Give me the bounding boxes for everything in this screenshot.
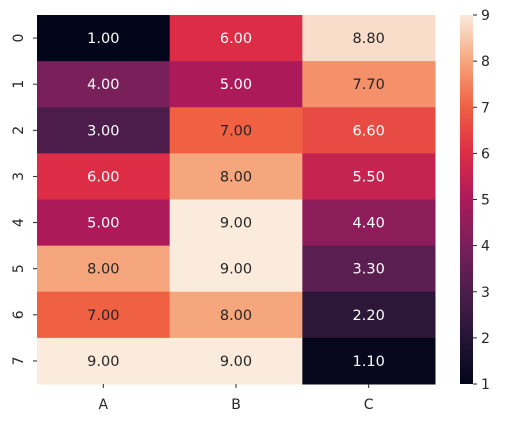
colorbar-gradient [460, 15, 473, 384]
heatmap-cell-label: 8.80 [353, 31, 385, 47]
heatmap-cell-label: 7.00 [87, 308, 119, 324]
x-tick-label: A [99, 397, 109, 413]
heatmap-cell-label: 1.00 [87, 31, 119, 47]
y-tick-label: 4 [11, 218, 27, 227]
heatmap-cell-label: 9.00 [220, 216, 252, 232]
colorbar-tick-label: 4 [481, 239, 490, 255]
colorbar-tick-label: 9 [481, 8, 490, 24]
heatmap-cell-label: 5.00 [220, 77, 252, 93]
y-tick-label: 3 [11, 172, 27, 181]
heatmap-cell-r6-C [302, 291, 436, 339]
heatmap-cell-r6-B [169, 291, 303, 339]
y-tick-label: 1 [11, 80, 27, 89]
heatmap-cell-r5-C [302, 245, 436, 293]
y-tick-label: 7 [11, 356, 27, 365]
heatmap-cell-r0-C [302, 15, 436, 62]
heatmap-cell-r2-B [169, 107, 303, 154]
heatmap-cell-label: 6.00 [220, 31, 252, 47]
colorbar-tick-label: 2 [481, 331, 490, 347]
colorbar-tick-label: 5 [481, 193, 490, 209]
colorbar-tick-label: 1 [481, 377, 490, 393]
heatmap-cell-label: 2.20 [353, 308, 385, 324]
heatmap-cell-r0-B [169, 15, 303, 62]
heatmap-cell-r5-A [37, 245, 171, 293]
x-axis: A B C [99, 384, 374, 413]
colorbar-tick-label: 8 [481, 54, 490, 70]
heatmap-cell-label: 3.30 [353, 262, 385, 278]
heatmap-cell-r7-B [169, 337, 303, 385]
y-tick-label: 6 [11, 310, 27, 319]
colorbar-tick-label: 6 [481, 146, 490, 162]
colorbar: 1 2 3 4 5 6 7 8 9 [460, 8, 490, 393]
heatmap-cell-label: 9.00 [220, 262, 252, 278]
heatmap-cell-r3-A [37, 153, 171, 200]
heatmap-cell-label: 5.00 [87, 216, 119, 232]
heatmap-cell-label: 9.00 [87, 354, 119, 370]
heatmap-cell-label: 6.00 [87, 169, 119, 185]
y-tick-label: 5 [11, 264, 27, 273]
heatmap-cell-r5-B [169, 245, 303, 293]
x-tick-label: C [364, 397, 374, 413]
heatmap-cells: 1.00 6.00 8.80 4.00 5.00 7.70 3.00 7.00 6.60 6.00… [37, 15, 436, 385]
colorbar-tick-label: 7 [481, 100, 490, 116]
heatmap-cell-label: 5.50 [353, 169, 385, 185]
heatmap-cell-r1-B [169, 61, 303, 108]
heatmap-cell-r3-C [302, 153, 436, 200]
heatmap-cell-label: 1.10 [353, 354, 385, 370]
heatmap-cell-label: 6.60 [353, 123, 385, 139]
colorbar-tick-label: 3 [481, 285, 490, 301]
heatmap-cell-label: 8.00 [220, 169, 252, 185]
y-tick-label: 2 [11, 126, 27, 135]
x-tick-label: B [231, 397, 241, 413]
heatmap-cell-label: 8.00 [220, 308, 252, 324]
heatmap-cell-r3-B [169, 153, 303, 200]
heatmap-cell-label: 4.00 [87, 77, 119, 93]
heatmap-cell-r4-A [37, 199, 171, 247]
heatmap-cell-label: 9.00 [220, 354, 252, 370]
y-axis: 0 1 2 3 4 5 6 7 [11, 34, 37, 365]
heatmap-cell-label: 4.40 [353, 216, 385, 232]
heatmap-cell-r1-C [302, 61, 436, 108]
heatmap-cell-label: 7.70 [353, 77, 385, 93]
heatmap-cell-r4-B [169, 199, 303, 247]
heatmap-cell-r7-A [37, 337, 171, 385]
y-tick-label: 0 [11, 34, 27, 43]
heatmap-cell-label: 7.00 [220, 123, 252, 139]
heatmap-cell-r4-C [302, 199, 436, 247]
heatmap-cell-r2-C [302, 107, 436, 154]
heatmap-cell-label: 3.00 [87, 123, 119, 139]
heatmap-cell-r7-C [302, 337, 436, 385]
heatmap-cell-label: 8.00 [87, 262, 119, 278]
heatmap-cell-r6-A [37, 291, 171, 339]
heatmap-cell-r2-A [37, 107, 171, 154]
heatmap-cell-r0-A [37, 15, 171, 62]
heatmap-cell-r1-A [37, 61, 171, 108]
